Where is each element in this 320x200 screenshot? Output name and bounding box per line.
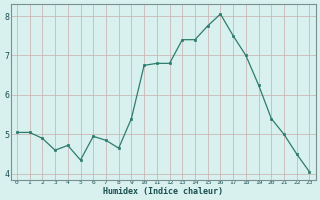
X-axis label: Humidex (Indice chaleur): Humidex (Indice chaleur) (103, 187, 223, 196)
